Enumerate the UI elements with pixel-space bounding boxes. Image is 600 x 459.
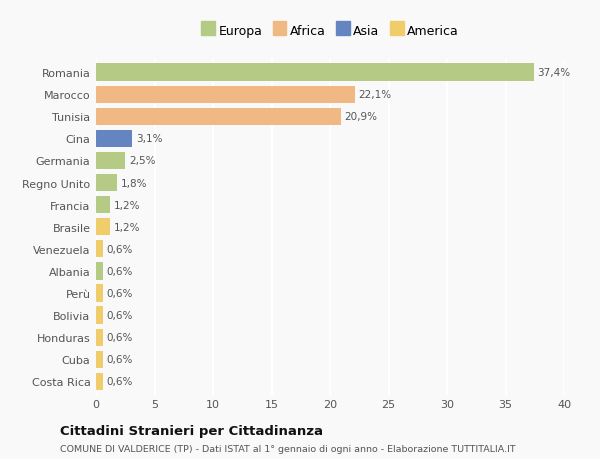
Bar: [96, 130, 132, 148]
Text: 37,4%: 37,4%: [537, 68, 570, 78]
Text: COMUNE DI VALDERICE (TP) - Dati ISTAT al 1° gennaio di ogni anno - Elaborazione : COMUNE DI VALDERICE (TP) - Dati ISTAT al…: [60, 444, 515, 453]
Bar: [96, 108, 341, 126]
Legend: Europa, Africa, Asia, America: Europa, Africa, Asia, America: [199, 22, 461, 40]
Bar: [96, 285, 103, 302]
Text: 1,2%: 1,2%: [113, 200, 140, 210]
Bar: [96, 241, 103, 258]
Text: 0,6%: 0,6%: [107, 376, 133, 386]
Text: 0,6%: 0,6%: [107, 288, 133, 298]
Bar: [96, 351, 103, 368]
Text: 0,6%: 0,6%: [107, 266, 133, 276]
Bar: [96, 64, 533, 82]
Text: 2,5%: 2,5%: [129, 156, 155, 166]
Text: Cittadini Stranieri per Cittadinanza: Cittadini Stranieri per Cittadinanza: [60, 424, 323, 437]
Bar: [96, 373, 103, 390]
Bar: [96, 218, 110, 236]
Text: 0,6%: 0,6%: [107, 310, 133, 320]
Bar: [96, 196, 110, 214]
Text: 1,8%: 1,8%: [121, 178, 147, 188]
Bar: [96, 152, 125, 170]
Bar: [96, 263, 103, 280]
Bar: [96, 174, 117, 192]
Bar: [96, 86, 355, 104]
Bar: [96, 307, 103, 324]
Text: 0,6%: 0,6%: [107, 244, 133, 254]
Text: 0,6%: 0,6%: [107, 332, 133, 342]
Bar: [96, 329, 103, 346]
Text: 20,9%: 20,9%: [344, 112, 377, 122]
Text: 0,6%: 0,6%: [107, 354, 133, 364]
Text: 1,2%: 1,2%: [113, 222, 140, 232]
Text: 3,1%: 3,1%: [136, 134, 162, 144]
Text: 22,1%: 22,1%: [358, 90, 391, 100]
